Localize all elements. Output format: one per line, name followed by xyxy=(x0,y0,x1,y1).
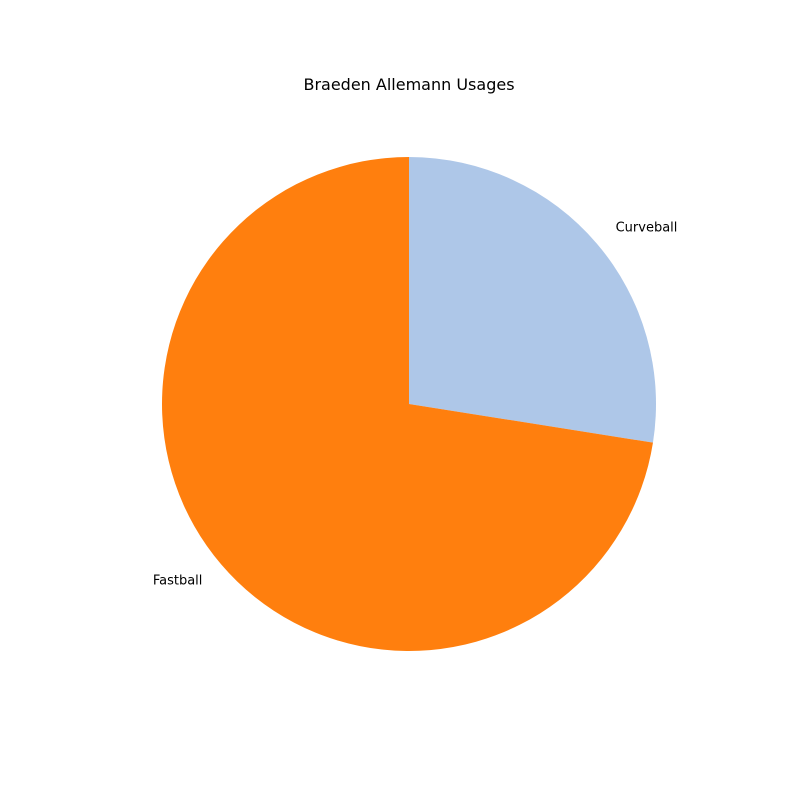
pie-slices xyxy=(162,157,656,651)
pie-slice-fastball xyxy=(162,157,653,651)
pie-slice-curveball xyxy=(409,157,656,443)
pie-label-fastball: Fastball xyxy=(153,573,203,588)
pie-label-curveball: Curveball xyxy=(616,221,678,236)
pie-labels: Curveball Fastball xyxy=(153,221,678,589)
chart-title: Braeden Allemann Usages xyxy=(303,75,514,94)
